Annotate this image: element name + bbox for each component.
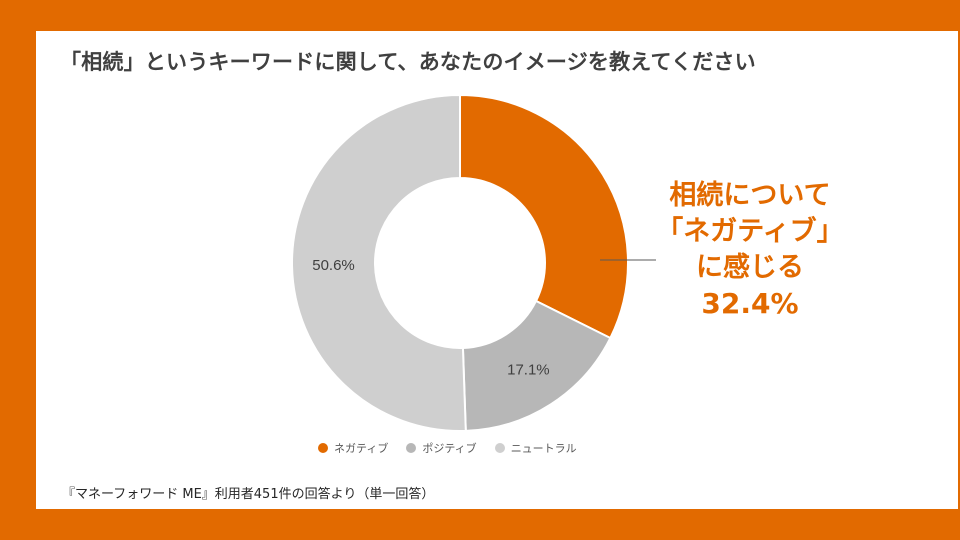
legend-label-neutral: ニュートラル	[510, 442, 577, 455]
callout-line-2: 「ネガティブ」	[656, 216, 844, 247]
legend-item-positive: ポジティブ	[406, 440, 477, 456]
chart-legend: ネガティブ ポジティブ ニュートラル	[318, 440, 577, 456]
chart-title: 「相続」というキーワードに関して、あなたのイメージを教えてください	[60, 50, 756, 74]
legend-label-positive: ポジティブ	[422, 442, 477, 455]
donut-slice-neutral	[291, 93, 467, 432]
legend-item-neutral: ニュートラル	[494, 440, 577, 456]
legend-label-negative: ネガティブ	[334, 442, 389, 455]
negative-callout: 相続について 「ネガティブ」 に感じる 32.4%	[655, 178, 845, 322]
legend-dot-neutral	[494, 443, 505, 453]
callout-line-3: に感じる	[696, 252, 804, 283]
source-note: 『マネーフォワード ME』利用者451件の回答より（単一回答）	[62, 487, 435, 502]
donut-slice-positive	[461, 299, 612, 432]
legend-dot-positive	[406, 443, 417, 453]
callout-value: 32.4%	[701, 287, 799, 320]
callout-line-1: 相続について	[669, 180, 831, 211]
donut-slice-negative	[459, 93, 629, 340]
data-label-neutral: 50.6%	[312, 257, 355, 274]
data-label-positive: 17.1%	[507, 361, 550, 378]
legend-item-negative: ネガティブ	[318, 440, 388, 456]
legend-dot-negative	[318, 443, 328, 453]
